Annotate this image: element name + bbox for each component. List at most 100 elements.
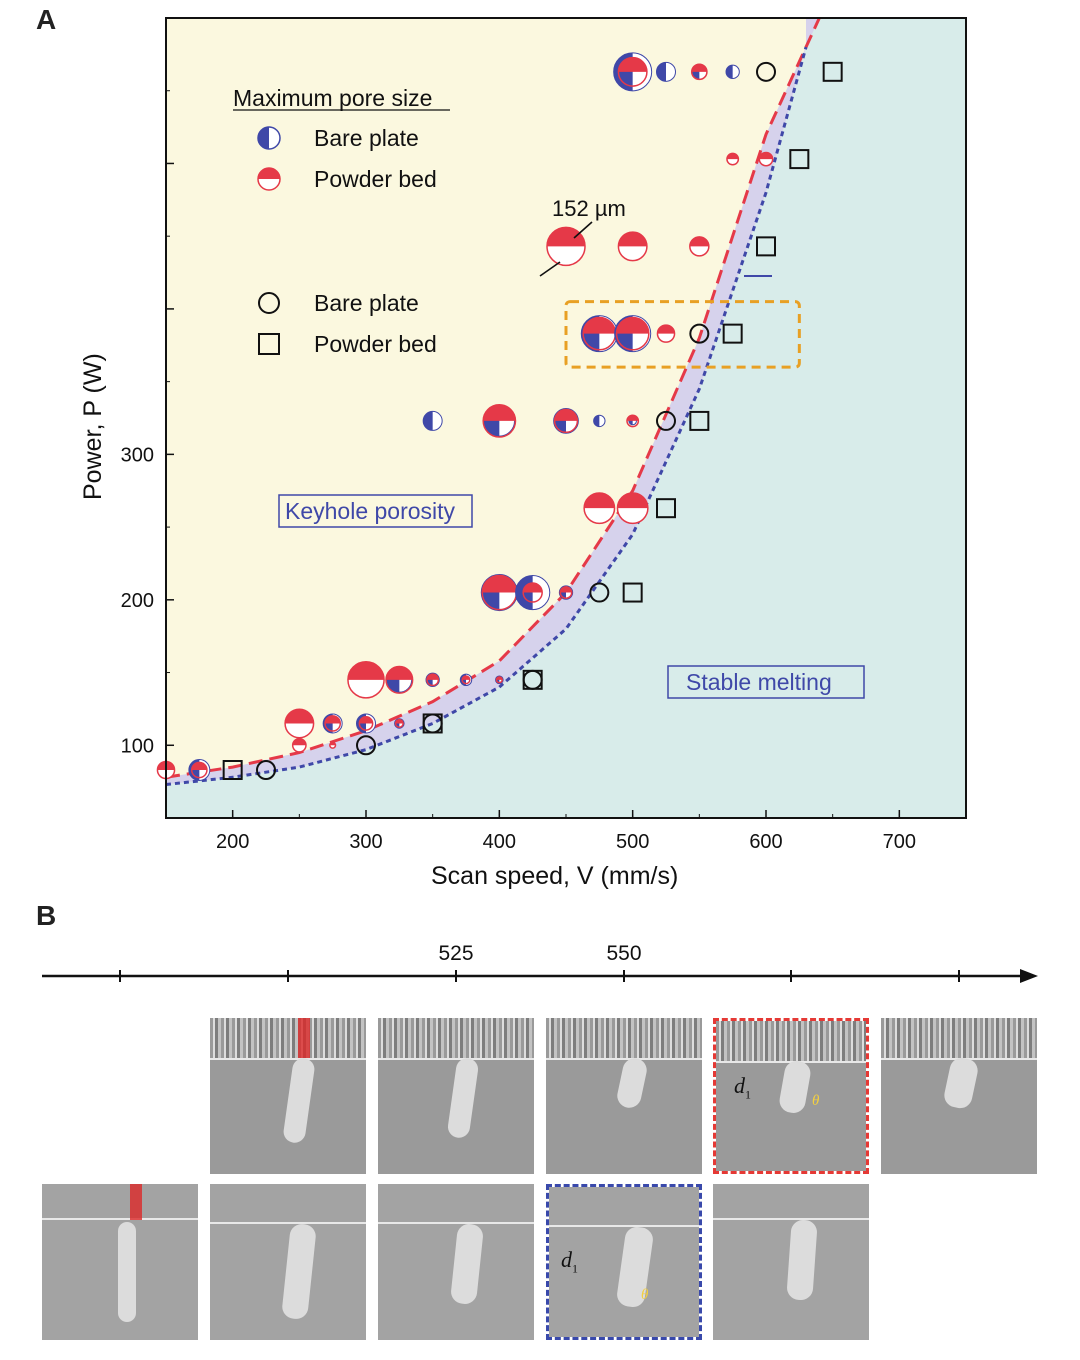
powder-bed-boundary-point bbox=[422, 713, 443, 734]
bare-plate-boundary-point bbox=[356, 735, 376, 756]
pore-powder-half bbox=[583, 317, 616, 334]
pore-marker bbox=[613, 52, 653, 92]
pore-powder-half bbox=[292, 738, 306, 746]
legend: Maximum pore size Bare plate Powder bed … bbox=[233, 85, 450, 357]
y-axis-label: Power, P (W) bbox=[79, 353, 107, 500]
pore-marker bbox=[459, 673, 473, 687]
pore-powder-half bbox=[726, 153, 739, 160]
y-tick-label: 100 bbox=[121, 735, 154, 757]
keyhole-porosity-label-box bbox=[278, 494, 473, 528]
bare-plate-boundary-point bbox=[256, 760, 276, 780]
powder-layer bbox=[546, 1018, 702, 1058]
frame-row1-col4 bbox=[546, 1018, 702, 1174]
pore-marker bbox=[480, 573, 518, 612]
powder-bed-boundary-point bbox=[622, 582, 643, 603]
pore-powder-half bbox=[523, 583, 543, 593]
pore-powder-half bbox=[618, 232, 647, 247]
panel-b-speed-axis: 525 550 bbox=[42, 942, 1038, 983]
pore-marker bbox=[515, 574, 551, 611]
pore-bare-half bbox=[656, 62, 666, 82]
d1-label: d1 bbox=[734, 1073, 751, 1102]
legend-marker-open-square bbox=[258, 333, 280, 355]
pore-powder-half bbox=[617, 493, 648, 509]
pore-marker bbox=[553, 408, 579, 434]
stable-melting-label: Stable melting bbox=[686, 669, 832, 695]
pore-powder-half bbox=[462, 676, 470, 680]
pore-powder-half bbox=[496, 676, 503, 680]
pore-marker bbox=[291, 737, 307, 753]
pore-bare-half bbox=[423, 411, 433, 431]
x-tick-label: 400 bbox=[483, 831, 516, 853]
x-tick-label: 600 bbox=[749, 831, 782, 853]
powder-bed-boundary-point bbox=[222, 760, 243, 780]
surface-line bbox=[378, 1058, 534, 1060]
stable-melting-label-box bbox=[667, 665, 865, 699]
pore-powder-half bbox=[347, 661, 385, 680]
pore-size-arrow-lower bbox=[539, 261, 561, 277]
pore-powder-half bbox=[426, 674, 439, 680]
pore-powder-half bbox=[359, 716, 373, 724]
pore-marker bbox=[583, 492, 616, 525]
pore-marker bbox=[322, 713, 343, 734]
keyhole bbox=[118, 1222, 136, 1322]
pore-marker bbox=[385, 665, 414, 694]
surface-line bbox=[210, 1058, 366, 1060]
surface-line bbox=[378, 1222, 534, 1224]
frame-row2-col5 bbox=[713, 1184, 869, 1340]
pore-marker bbox=[347, 661, 385, 699]
pore-marker bbox=[626, 414, 640, 428]
pore-bare-half bbox=[726, 65, 733, 79]
pore-powder-half bbox=[285, 709, 314, 724]
pore-powder-half bbox=[395, 719, 404, 724]
legend-label-powder-bed-boundary: Powder bed bbox=[314, 331, 437, 357]
x-tick-label: 500 bbox=[616, 831, 649, 853]
frame-row2-col3 bbox=[378, 1184, 534, 1340]
frame-row1-col2 bbox=[210, 1018, 366, 1174]
speed-axis-tick-label: 525 bbox=[438, 942, 473, 965]
pore-size-annotation: 152 µm bbox=[552, 196, 626, 221]
pore-marker bbox=[482, 404, 517, 438]
powder-bed-boundary-point bbox=[689, 410, 710, 431]
axes: 200 300 400 500 600 700 100 200 300 bbox=[121, 17, 967, 853]
d1-letter: d bbox=[734, 1073, 745, 1098]
pore-marker bbox=[394, 718, 405, 729]
pore-powder-half bbox=[386, 666, 413, 680]
legend-label-powder-bed-pore: Powder bed bbox=[314, 166, 437, 192]
panel-b-label: B bbox=[36, 900, 57, 931]
laser-beam bbox=[130, 1184, 142, 1220]
pore-powder-half bbox=[759, 152, 773, 160]
keyhole bbox=[786, 1219, 818, 1301]
powder-bed-boundary-point bbox=[822, 61, 843, 82]
surface-line bbox=[713, 1218, 869, 1220]
pore-marker bbox=[656, 324, 676, 343]
pore-marker bbox=[558, 585, 574, 600]
powder-layer bbox=[210, 1018, 366, 1058]
pore-marker bbox=[614, 315, 652, 353]
pore-powder-half bbox=[554, 409, 578, 421]
pore-powder-half bbox=[483, 404, 516, 421]
d1-letter: d bbox=[561, 1247, 572, 1272]
legend-title: Maximum pore size bbox=[233, 85, 432, 111]
d1-subscript: 1 bbox=[745, 1087, 751, 1102]
pore-powder-half bbox=[584, 493, 615, 509]
legend-marker-fill bbox=[258, 168, 280, 179]
y-tick-label: 300 bbox=[121, 444, 154, 466]
frame-row1-col5-highlight: d1 θ bbox=[713, 1018, 869, 1174]
bare-plate-boundary-curve bbox=[165, 46, 808, 787]
bare-plate-boundary-point bbox=[756, 61, 776, 82]
legend-marker-open-circle bbox=[258, 292, 280, 314]
pore-bare-half bbox=[593, 415, 600, 427]
pore-powder-half bbox=[191, 762, 207, 770]
pore-marker bbox=[758, 151, 774, 167]
pore-marker bbox=[725, 64, 740, 79]
laser-beam bbox=[298, 1018, 310, 1058]
pore-marker bbox=[284, 708, 315, 739]
x-axis-label-text: Scan speed, V (mm/s) bbox=[431, 862, 678, 890]
pore-powder-half bbox=[689, 236, 709, 247]
pore-marker bbox=[690, 63, 708, 81]
plot-area bbox=[156, 17, 966, 818]
legend-label-bare-plate-boundary: Bare plate bbox=[314, 290, 419, 316]
y-tick-label: 200 bbox=[121, 590, 154, 612]
d1-label: d1 bbox=[561, 1247, 578, 1276]
